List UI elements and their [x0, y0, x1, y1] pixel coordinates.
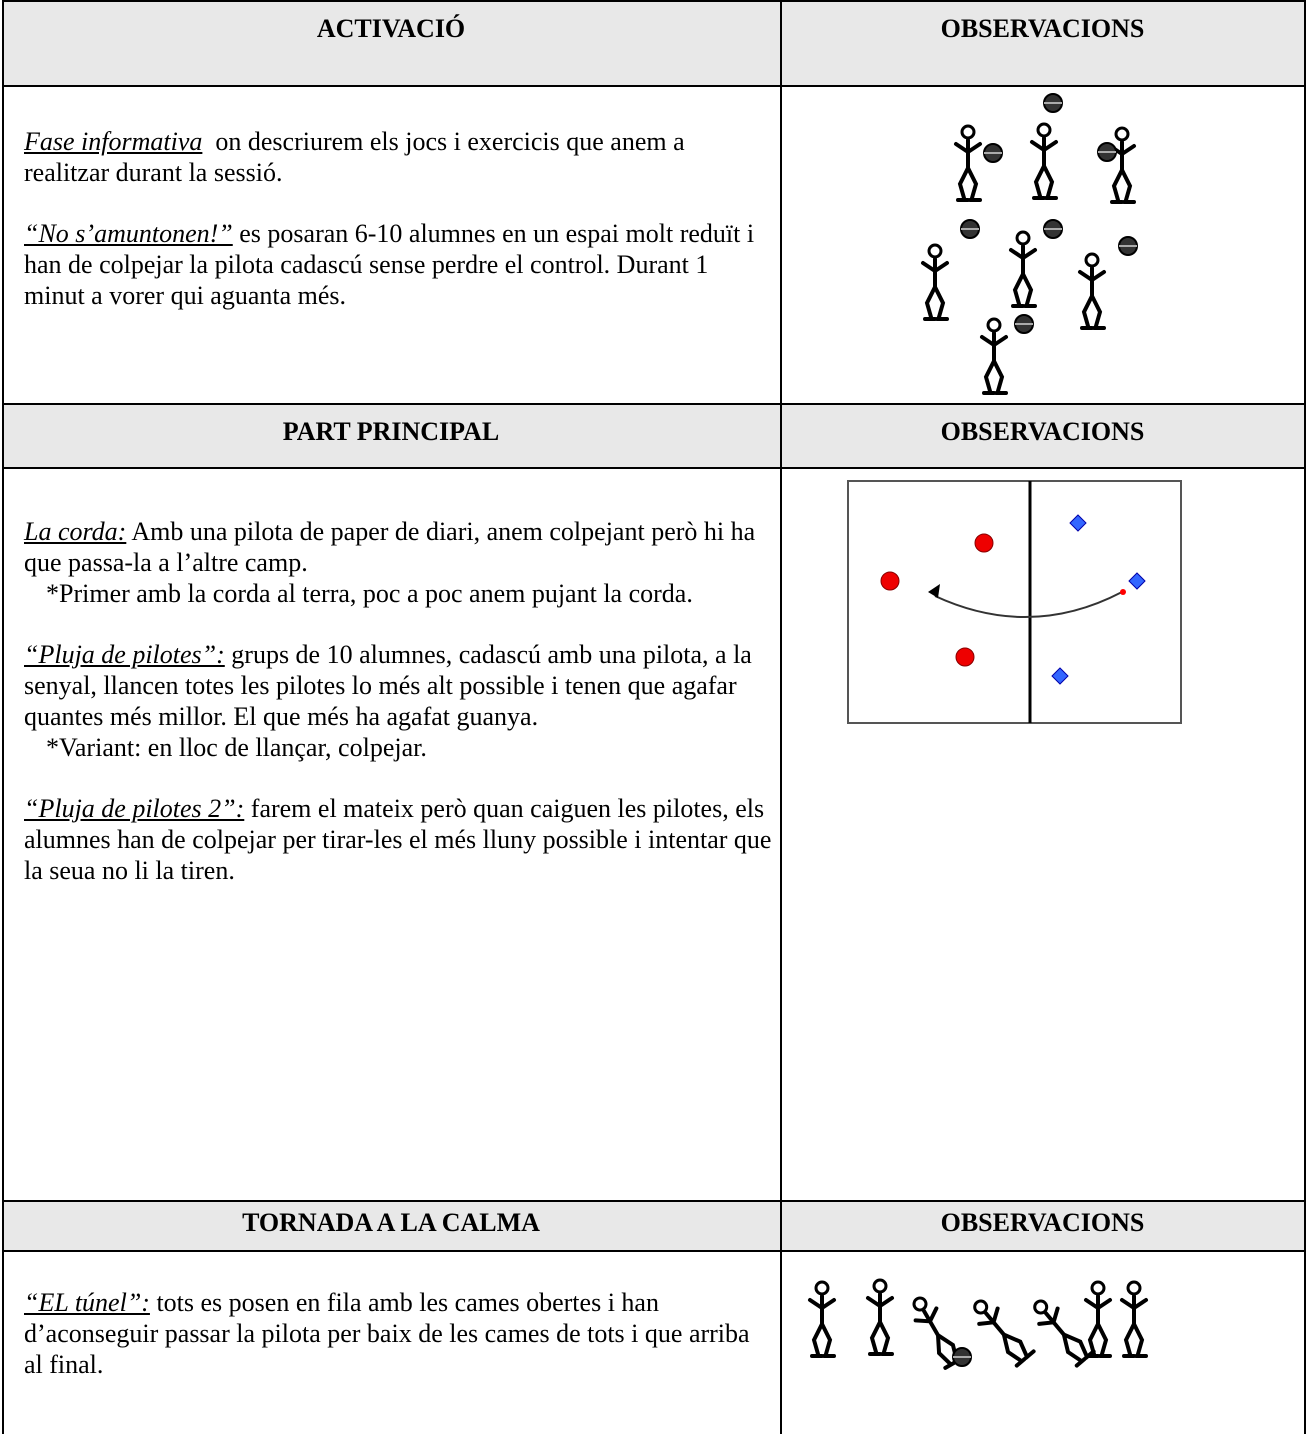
paragraph: “Pluja de pilotes 2”: farem el mateix pe…: [24, 794, 772, 886]
border: [2, 0, 4, 403]
activation-drawing: [921, 93, 1138, 395]
tunnel-drawing: [808, 1278, 1148, 1371]
border: [1304, 1200, 1306, 1434]
paragraph-text: tots es posen en fila amb les cames ober…: [24, 1288, 757, 1379]
paragraph: Fase informativa on descriurem els jocs …: [24, 127, 772, 189]
paragraph-text: grups de 10 alumnes, cadascú amb una pil…: [24, 640, 759, 731]
section-text: La corda: Amb una pilota de paper de dia…: [24, 517, 772, 917]
paragraph-lead: La corda:: [24, 517, 127, 546]
border: [2, 1200, 4, 1434]
paragraph-note: *Primer amb la corda al terra, poc a poc…: [46, 578, 693, 608]
observations-header: OBSERVACIONS: [780, 403, 1305, 467]
border: [2, 467, 1305, 469]
border: [2, 0, 1305, 2]
paragraph-lead: “Pluja de pilotes 2”:: [24, 794, 245, 824]
section-header: PART PRINCIPAL: [2, 403, 780, 467]
paragraph: “No s’amuntonen!” es posaran 6-10 alumne…: [24, 219, 772, 311]
border: [780, 1200, 782, 1434]
border: [2, 1200, 1305, 1202]
court-diagram: [847, 480, 1182, 724]
paragraph-lead: “Pluja de pilotes”:: [24, 640, 225, 670]
border: [780, 0, 782, 403]
border: [2, 85, 1305, 87]
border: [2, 1250, 1305, 1252]
border: [780, 403, 782, 1200]
paragraph-text: on descriurem els jocs i exercicis que a…: [24, 127, 692, 187]
paragraph-text: es posaran 6-10 alumnes en un espai molt…: [24, 219, 761, 310]
border: [1304, 403, 1306, 1200]
paragraph-note: *Variant: en lloc de llançar, colpejar.: [46, 732, 427, 762]
observations-header: OBSERVACIONS: [780, 0, 1305, 85]
section-text: “EL túnel”: tots es posen en fila amb le…: [24, 1288, 772, 1411]
paragraph-lead: Fase informativa: [24, 127, 203, 156]
paragraph-lead: “EL túnel”:: [24, 1288, 150, 1317]
paragraph: La corda: Amb una pilota de paper de dia…: [24, 517, 772, 579]
section-text: Fase informativa on descriurem els jocs …: [24, 127, 772, 343]
paragraph-text: farem el mateix però quan caiguen les pi…: [24, 794, 778, 885]
paragraph: “EL túnel”: tots es posen en fila amb le…: [24, 1288, 772, 1380]
border: [2, 403, 4, 1200]
border: [2, 403, 1305, 405]
paragraph: “Pluja de pilotes”: grups de 10 alumnes,…: [24, 640, 772, 732]
section-header: ACTIVACIÓ: [2, 0, 780, 85]
observations-header: OBSERVACIONS: [780, 1200, 1305, 1250]
paragraph-text: Amb una pilota de paper de diari, anem c…: [24, 517, 762, 577]
section-header: TORNADA A LA CALMA: [2, 1200, 780, 1250]
border: [1304, 0, 1306, 403]
paragraph-lead: “No s’amuntonen!”: [24, 219, 233, 249]
